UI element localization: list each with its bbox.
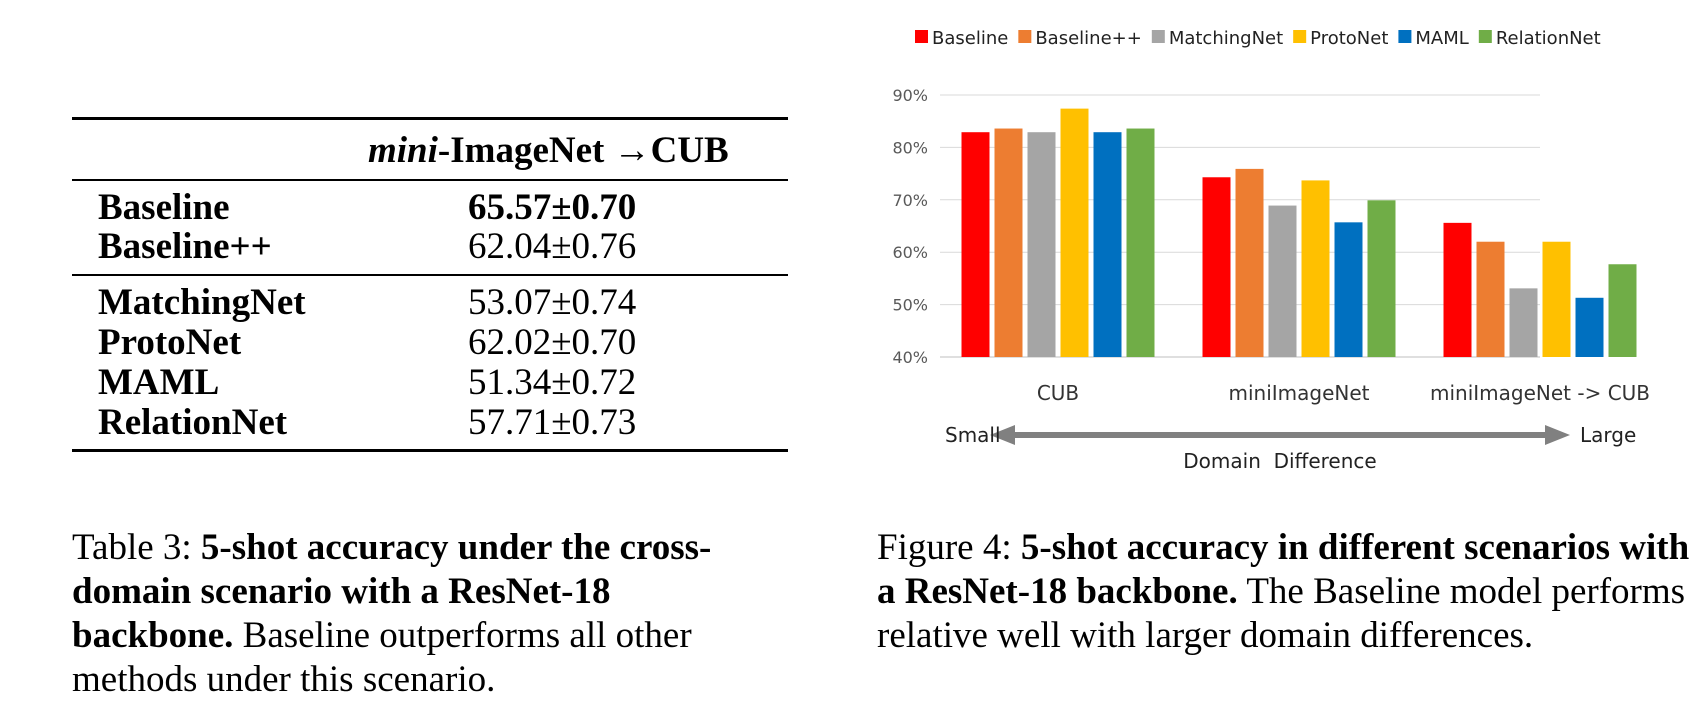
table-row-value: 62.02±0.70: [468, 322, 637, 363]
y-tick-label: 90%: [892, 86, 928, 105]
table-row-value: 62.04±0.76: [468, 226, 637, 267]
table-caption-prefix: Table 3:: [72, 527, 201, 568]
legend-swatch: [1398, 30, 1412, 43]
bar: [1060, 108, 1089, 358]
table-row-method: Baseline++: [98, 226, 272, 267]
bar: [1367, 200, 1396, 357]
table-caption-bold: 5-shot accuracy under the cross-domain s…: [72, 527, 712, 656]
x-category-label: miniImageNet -> CUB: [1430, 381, 1650, 405]
table-row-method: ProtoNet: [98, 322, 242, 363]
legend-label: MatchingNet: [1169, 28, 1283, 49]
legend-swatch: [915, 30, 928, 43]
arrow-left-label: Small: [945, 423, 1001, 447]
legend-label: ProtoNet: [1310, 28, 1388, 49]
table-row-method: MAML: [98, 362, 220, 403]
column-header: mini-ImageNet →CUB: [368, 131, 729, 171]
column-header-text: -ImageNet →CUB: [437, 130, 729, 171]
table-top-rule: [72, 117, 788, 120]
table-row-value: 57.71±0.73: [468, 402, 637, 443]
table-row-method: RelationNet: [98, 402, 288, 443]
bar: [961, 132, 990, 357]
accuracy-bar-chart: 40% 50% 60% 70% 80% 90% Baseline Baseline++ Matc…: [892, 28, 1650, 473]
table-row-value: 53.07±0.74: [468, 282, 637, 323]
bar: [1608, 264, 1637, 357]
table-bottom-rule: [72, 449, 788, 452]
bar: [1235, 168, 1264, 357]
table-row-value: 51.34±0.72: [468, 362, 637, 403]
figure-caption-prefix: Figure 4:: [877, 527, 1021, 568]
bar: [1027, 132, 1056, 357]
legend-swatch: [1018, 30, 1032, 43]
bar: [1443, 222, 1472, 357]
table-caption-text: Baseline outperforms all other methods u…: [72, 615, 692, 700]
legend-label: Baseline++: [1035, 28, 1141, 49]
legend-label: Baseline: [932, 28, 1008, 49]
figure-caption-text: The Baseline model performs relative wel…: [877, 571, 1686, 656]
bar: [1334, 222, 1363, 357]
y-tick-label: 50%: [892, 296, 928, 315]
legend-swatch: [1151, 30, 1165, 43]
bar: [994, 128, 1023, 357]
y-tick-label: 70%: [892, 191, 928, 210]
bar: [1476, 241, 1505, 357]
bar: [1268, 205, 1297, 357]
column-header-italic: mini: [368, 130, 438, 171]
legend-swatch: [1293, 30, 1307, 43]
domain-arrow-left-head: [990, 425, 1015, 445]
x-category-label: CUB: [1037, 381, 1079, 405]
figure-caption: Figure 4: 5-shot accuracy in different s…: [877, 526, 1697, 658]
bar: [1202, 177, 1231, 357]
table-caption: Table 3: 5-shot accuracy under the cross…: [72, 526, 772, 702]
arrow-right-label: Large: [1580, 423, 1636, 447]
table-header-rule: [72, 179, 788, 181]
domain-arrow-right-head: [1545, 425, 1570, 445]
y-tick-label: 40%: [892, 348, 928, 367]
bar: [1093, 132, 1122, 357]
table-group-rule: [72, 274, 788, 276]
x-category-label: miniImageNet: [1228, 381, 1369, 405]
arrow-caption: Domain Difference: [1183, 449, 1376, 473]
legend-label: MAML: [1415, 28, 1468, 49]
figure-caption-bold: 5-shot accuracy in different scenarios w…: [877, 527, 1690, 612]
legend-label: RelationNet: [1496, 28, 1601, 49]
bar: [1542, 241, 1571, 357]
table-row-method: Baseline: [98, 187, 230, 228]
y-tick-label: 80%: [892, 138, 928, 157]
bar: [1575, 297, 1604, 357]
y-tick-label: 60%: [892, 243, 928, 262]
legend-swatch: [1478, 30, 1492, 43]
bar: [1126, 128, 1155, 357]
table-row-value: 65.57±0.70: [468, 187, 637, 228]
bar: [1301, 180, 1330, 357]
table-row-method: MatchingNet: [98, 282, 306, 323]
bar: [1509, 288, 1538, 357]
